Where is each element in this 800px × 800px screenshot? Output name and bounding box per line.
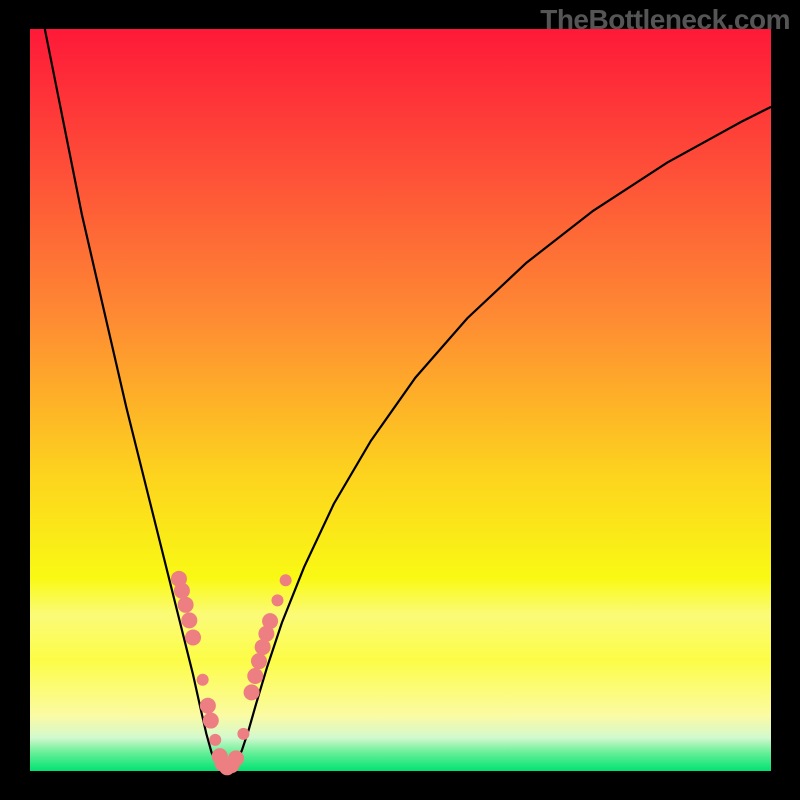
data-marker xyxy=(203,713,219,729)
data-marker xyxy=(280,574,292,586)
data-marker xyxy=(185,629,201,645)
data-marker xyxy=(247,668,263,684)
data-marker xyxy=(181,612,197,628)
watermark-label: TheBottleneck.com xyxy=(540,4,790,36)
data-marker xyxy=(262,613,278,629)
data-marker xyxy=(244,684,260,700)
data-marker xyxy=(178,597,194,613)
data-marker xyxy=(251,653,267,669)
data-marker xyxy=(228,750,244,766)
bottleneck-chart xyxy=(0,0,800,800)
data-marker xyxy=(209,734,221,746)
data-marker xyxy=(271,594,283,606)
chart-root: TheBottleneck.com xyxy=(0,0,800,800)
data-marker xyxy=(200,698,216,714)
data-marker xyxy=(174,583,190,599)
data-marker xyxy=(237,728,249,740)
data-marker xyxy=(197,674,209,686)
